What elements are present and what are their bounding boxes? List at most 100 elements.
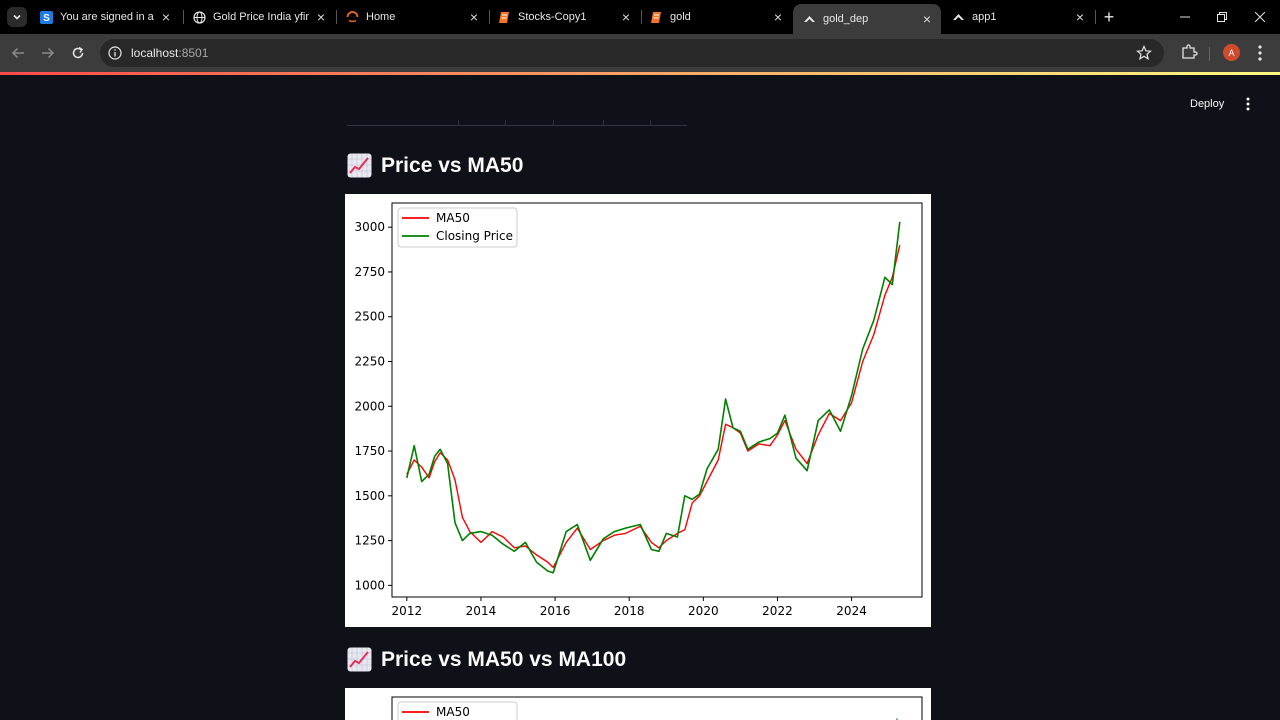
close-icon[interactable]: × (922, 11, 932, 27)
y-tick-label: 2000 (354, 399, 385, 413)
legend-label: Closing Price (436, 229, 513, 243)
y-tick-label: 1250 (354, 534, 385, 548)
x-tick-label: 2022 (762, 604, 793, 618)
chart-legend: MA50 (397, 701, 518, 720)
deploy-button[interactable]: Deploy (1190, 98, 1225, 110)
legend-box (397, 701, 518, 720)
browser-tab[interactable]: S You are signed in as × (30, 4, 180, 30)
y-tick-label: 3000 (354, 220, 385, 234)
more-vert-icon (1246, 97, 1250, 111)
close-icon[interactable]: × (316, 9, 326, 25)
forward-button[interactable] (38, 43, 58, 63)
tab-title: gold (670, 11, 691, 23)
tab-divider (336, 10, 337, 24)
restore-button[interactable] (1212, 8, 1232, 26)
close-icon[interactable]: × (1075, 9, 1085, 25)
info-icon[interactable] (108, 46, 122, 60)
table-bottom-border (347, 125, 687, 126)
x-tick-label: 2018 (614, 604, 645, 618)
series-line-ma50 (406, 244, 901, 569)
tab-title: app1 (972, 11, 997, 23)
globe-icon (193, 10, 206, 24)
close-window-button[interactable] (1250, 8, 1270, 26)
close-icon[interactable]: × (161, 9, 171, 25)
address-bar[interactable]: localhost:8501 (100, 39, 1164, 67)
browser-tab[interactable]: app1 × (942, 4, 1094, 30)
chart-figure: 2012 2014 2016 2018 2020 2022 2024 1000 1250 1500… (345, 194, 931, 627)
browser-tab[interactable]: gold × (640, 4, 792, 30)
close-icon[interactable]: × (773, 9, 783, 25)
browser-tab[interactable]: Gold Price India yfina × (183, 4, 335, 30)
notebook-icon (498, 11, 511, 24)
x-tick-label: 2016 (540, 604, 571, 618)
tab-search-button[interactable] (7, 7, 27, 27)
table-column-divider (650, 120, 651, 126)
s-square-icon: S (40, 10, 53, 24)
chevron-down-icon (13, 14, 21, 20)
line-chart: MA50 (391, 696, 923, 720)
chart-increasing-icon (347, 153, 372, 178)
tab-strip: S You are signed in as × Gold Price Indi… (0, 0, 1280, 34)
chart-increasing-icon (347, 647, 372, 672)
section-heading-text: Price vs MA50 (381, 153, 524, 177)
toolbar-divider (1209, 47, 1210, 61)
tab-title: You are signed in as (60, 11, 154, 23)
notebook-icon (650, 11, 663, 24)
tab-title: Gold Price India yfina (213, 11, 309, 23)
minimize-button[interactable] (1175, 8, 1195, 26)
table-column-divider (553, 120, 554, 126)
y-tick-label: 2500 (354, 310, 385, 324)
app-menu-button[interactable] (1240, 94, 1256, 114)
close-icon[interactable]: × (469, 9, 479, 25)
chart-figure: MA50 (345, 688, 931, 720)
more-vert-icon[interactable] (1254, 43, 1266, 63)
y-tick-label: 1750 (354, 444, 385, 458)
plot-frame (391, 202, 923, 598)
tab-divider (1095, 10, 1096, 24)
new-tab-button[interactable]: + (1103, 7, 1115, 27)
streamlit-decoration-bar (0, 72, 1280, 75)
back-button[interactable] (8, 43, 28, 63)
tab-divider (641, 10, 642, 24)
star-icon[interactable] (1136, 45, 1152, 61)
tab-divider (489, 10, 490, 24)
section-heading-text: Price vs MA50 vs MA100 (381, 647, 627, 671)
arrow-right-icon (42, 47, 55, 59)
url-text[interactable]: localhost:8501 (131, 46, 208, 60)
reload-icon (72, 46, 84, 59)
x-tick-label: 2020 (688, 604, 719, 618)
legend-label: MA50 (436, 211, 470, 225)
puzzle-icon[interactable] (1180, 43, 1198, 61)
y-tick-label: 1500 (354, 489, 385, 503)
minimize-icon (1180, 16, 1190, 18)
restore-icon (1217, 12, 1227, 22)
y-tick-label: 2750 (354, 265, 385, 279)
y-tick-label: 1000 (354, 578, 385, 592)
tab-divider (183, 10, 184, 24)
svg-text:S: S (43, 13, 50, 24)
tab-title: Home (366, 11, 396, 23)
x-tick-label: 2012 (392, 604, 423, 618)
arc-icon (346, 10, 359, 24)
app-main: Deploy Price vs MA50 2012 2014 2016 2018 202… (0, 75, 1280, 720)
browser-tab[interactable]: Home × (336, 4, 488, 30)
browser-tab[interactable]: Stocks-Copy1 × (488, 4, 640, 30)
close-icon (1255, 12, 1265, 22)
close-icon[interactable]: × (621, 9, 631, 25)
browser-toolbar: localhost:8501 A (0, 34, 1280, 72)
table-column-divider (458, 120, 459, 126)
legend-label: MA50 (436, 705, 470, 719)
browser-tab-active[interactable]: gold_dep × (793, 4, 941, 34)
tab-title: Stocks-Copy1 (518, 11, 587, 23)
tab-title: gold_dep (823, 13, 869, 25)
arrow-left-icon (11, 47, 24, 59)
url-port: :8501 (178, 46, 209, 60)
streamlit-icon (803, 13, 816, 26)
x-tick-label: 2024 (836, 604, 867, 618)
url-host: localhost (131, 46, 179, 60)
series-line-closing-price (406, 221, 901, 574)
section-heading: Price vs MA50 (347, 153, 523, 178)
reload-button[interactable] (68, 43, 88, 63)
avatar[interactable]: A (1223, 44, 1240, 61)
line-chart: 2012 2014 2016 2018 2020 2022 2024 1000 1250 1500… (354, 202, 923, 618)
